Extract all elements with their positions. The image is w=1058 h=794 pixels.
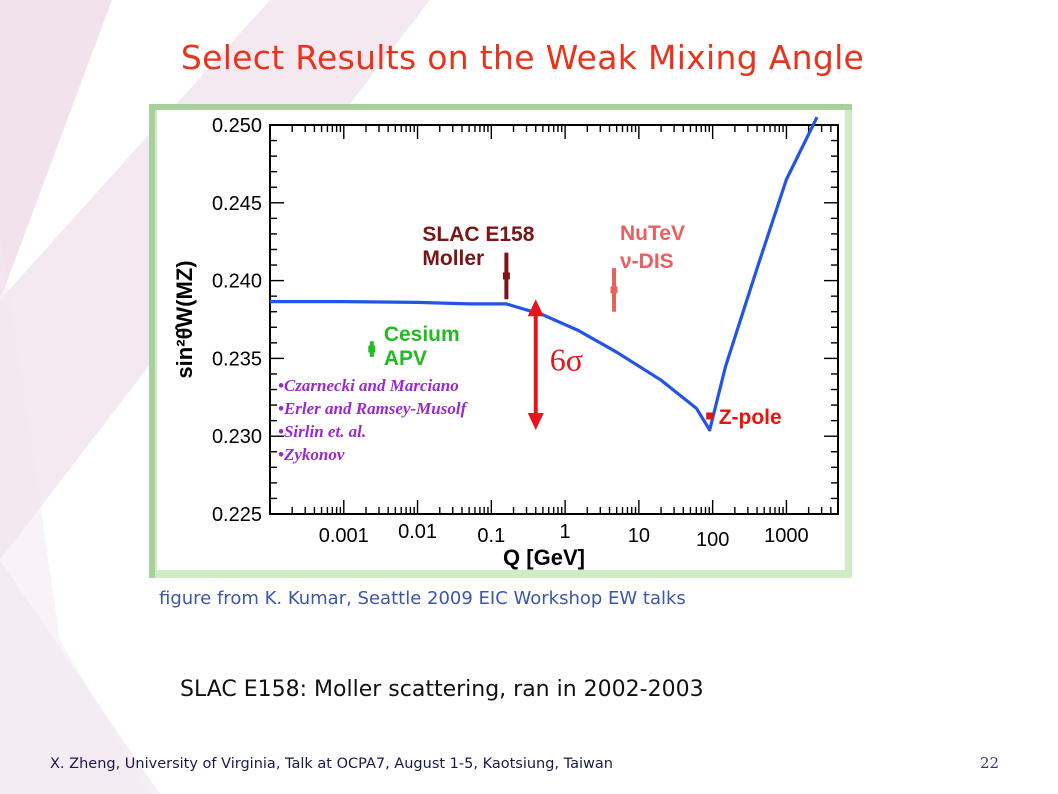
y-axis-title: sin²θ̂W(MZ) [172,260,197,378]
data-point [502,272,510,280]
slide-footer: X. Zheng, University of Virginia, Talk a… [50,756,613,772]
data-point [368,345,376,353]
x-tick-label: 1 [560,521,571,543]
page-number: 22 [980,754,1000,772]
theory-reference: •Czarnecki and Marciano [278,376,459,395]
six-sigma-arrow-head-bottom [527,412,544,430]
plot-background [157,110,845,570]
x-axis-title: Q [GeV] [503,545,585,570]
measurement-label: NuTeV [620,222,685,245]
y-tick-label: 0.235 [212,348,262,370]
x-tick-label: 10 [628,525,650,547]
data-point [706,412,714,420]
x-tick-label: 100 [696,529,729,551]
x-tick-label: 0.01 [398,521,437,543]
six-sigma-arrow-head-top [527,299,544,317]
measurement-label: Cesium [384,323,460,346]
data-point [610,286,618,294]
x-tick-label: 0.1 [477,525,505,547]
measurement-label: ν-DIS [620,250,674,273]
weak-mixing-angle-chart: 0.225 0.230 0.235 0.240 0.245 0.250 0.001 0.01 0… [157,110,845,570]
slide-title: Select Results on the Weak Mixing Angle [180,38,865,77]
measurement-label: SLAC E158 [422,223,534,246]
figure-caption: figure from K. Kumar, Seattle 2009 EIC W… [159,588,686,609]
theory-reference: •Zykonov [278,445,345,464]
y-tick-label: 0.240 [212,271,262,293]
theory-curve-line [270,116,819,432]
six-sigma-label: 6σ [550,342,583,378]
slide-subtitle: SLAC E158: Moller scattering, ran in 200… [180,677,704,702]
y-tick-label: 0.250 [212,115,262,137]
measurement-label: Z-pole [719,406,782,429]
theory-reference: •Erler and Ramsey-Musolf [278,399,469,418]
x-tick-label: 1000 [764,525,809,547]
theory-reference: •Sirlin et. al. [278,422,366,441]
y-tick-label: 0.225 [212,504,262,526]
x-tick-label: 0.001 [319,525,369,547]
y-tick-label: 0.245 [212,193,262,215]
measurement-label: APV [384,347,427,370]
measurement-label: Moller [422,247,484,270]
y-tick-label: 0.230 [212,426,262,448]
